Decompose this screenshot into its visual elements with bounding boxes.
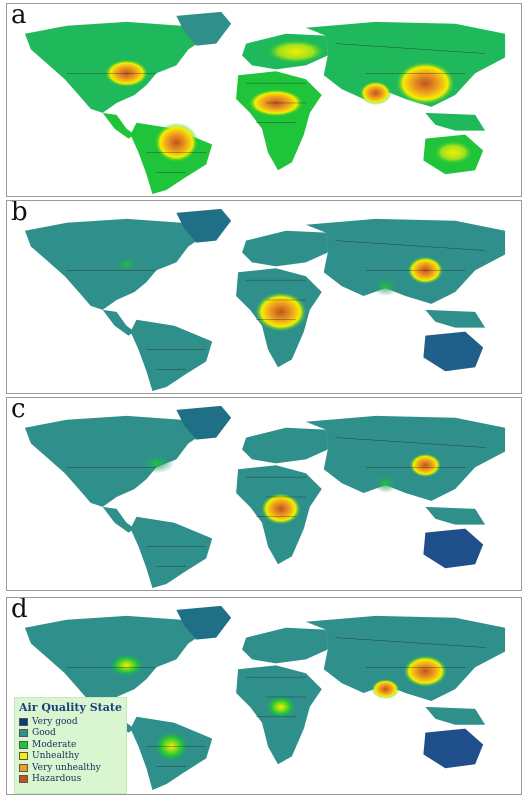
panel-label: a xyxy=(11,3,27,30)
legend-label: Very good xyxy=(32,716,78,727)
legend-item: Very good xyxy=(19,716,126,728)
country-borders-b xyxy=(66,240,486,370)
legend-label: Hazardous xyxy=(32,774,82,785)
legend-item: Moderate xyxy=(19,739,126,751)
legend-swatch xyxy=(19,717,28,726)
map-panel-a: a xyxy=(6,3,522,197)
world-map-c xyxy=(24,405,506,589)
panel-label: d xyxy=(11,597,28,624)
legend-swatch xyxy=(19,763,28,772)
legend-items: Very good Good Moderate Unhealthy Very unhea… xyxy=(15,716,126,785)
legend-swatch xyxy=(19,740,28,749)
panel-label: c xyxy=(11,397,26,424)
air-quality-legend: Air Quality State Very good Good Moderate U… xyxy=(14,697,127,794)
country-borders-d xyxy=(66,637,486,767)
legend-title: Air Quality State xyxy=(19,701,122,714)
legend-swatch xyxy=(19,729,28,738)
pollution-hotspots-d xyxy=(108,653,448,763)
legend-label: Unhealthy xyxy=(32,751,80,762)
map-panel-b: b xyxy=(6,200,522,394)
legend-item: Very unhealthy xyxy=(19,762,126,774)
legend-label: Moderate xyxy=(32,739,77,750)
legend-item: Unhealthy xyxy=(19,751,126,763)
world-map-b xyxy=(24,208,506,392)
legend-label: Good xyxy=(32,728,56,739)
country-borders-a xyxy=(66,43,486,173)
world-map-d xyxy=(24,605,506,791)
legend-item: Hazardous xyxy=(19,774,126,786)
legend-label: Very unhealthy xyxy=(32,762,101,773)
legend-swatch xyxy=(19,775,28,784)
legend-item: Good xyxy=(19,728,126,740)
map-panel-c: c xyxy=(6,397,522,591)
country-borders-c xyxy=(66,437,486,567)
land-c xyxy=(24,405,506,589)
panel-label: b xyxy=(11,200,28,227)
world-map-a xyxy=(24,11,506,195)
legend-swatch xyxy=(19,752,28,761)
